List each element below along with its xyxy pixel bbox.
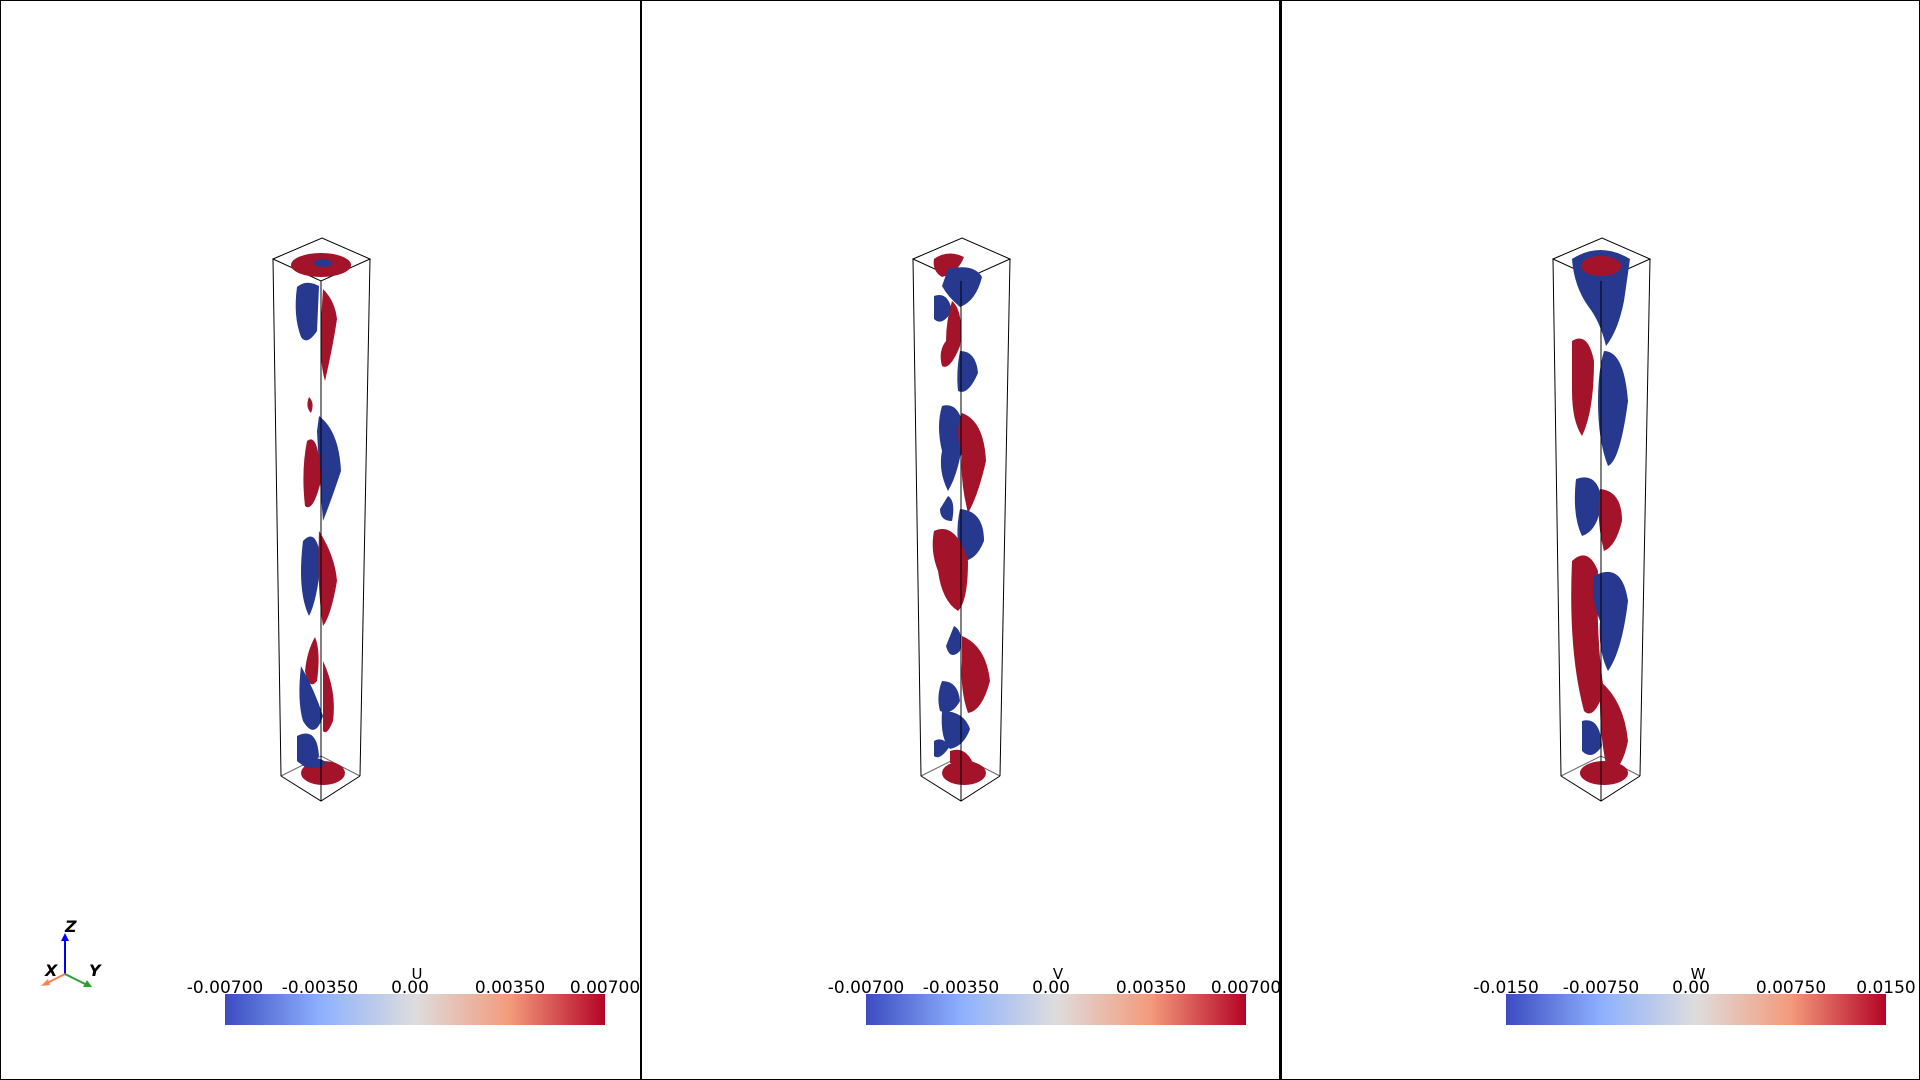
render-scene-v[interactable]: [642, 1, 1280, 1080]
colorbar-tick-v-4: 0.00700: [1210, 978, 1280, 998]
colorbar-tick-u-4: 0.00700: [569, 978, 641, 998]
colorbar-title-u: U: [411, 965, 423, 983]
axes-triad-icon: [41, 933, 92, 987]
colorbar-tick-u-2: 0.00: [391, 978, 429, 998]
colorbar-gradient-u: [225, 994, 605, 1025]
colorbar-w[interactable]: W -0.0150 -0.00750 0.00 0.00750 0.0150: [1473, 965, 1916, 1026]
colorbar-title-w: W: [1690, 965, 1706, 983]
colorbar-title-v: V: [1052, 965, 1064, 983]
colorbar-tick-w-1: -0.00750: [1562, 978, 1640, 998]
viewport-u[interactable]: Z X Y U -0.00700 -0.00350 0.00 0.00350 0…: [0, 0, 641, 1080]
colorbar-tick-u-0: -0.00700: [186, 978, 264, 998]
colorbar-tick-v-3: 0.00350: [1115, 978, 1187, 998]
axis-label-y: Y: [89, 961, 101, 980]
isosurfaces-u: [291, 253, 351, 785]
colorbar-tick-v-0: -0.00700: [827, 978, 905, 998]
colorbar-gradient-v: [866, 994, 1246, 1025]
colorbar-u[interactable]: U -0.00700 -0.00350 0.00 0.00350 0.00700: [187, 965, 640, 1026]
colorbar-tick-v-1: -0.00350: [922, 978, 1000, 998]
render-scene-w[interactable]: [1282, 1, 1920, 1080]
isosurfaces-w: [1571, 250, 1630, 785]
colorbar-tick-u-1: -0.00350: [281, 978, 359, 998]
viewport-v[interactable]: V -0.00700 -0.00350 0.00 0.00350 0.00700: [640, 0, 1280, 1080]
viewport-w[interactable]: W -0.0150 -0.00750 0.00 0.00750 0.0150: [1280, 0, 1920, 1080]
colorbar-gradient-w: [1506, 994, 1886, 1025]
colorbar-tick-u-3: 0.00350: [474, 978, 546, 998]
colorbar-tick-v-2: 0.00: [1032, 978, 1070, 998]
orientation-axes[interactable]: Z X Y: [35, 917, 115, 1001]
render-scene-u[interactable]: [1, 1, 641, 1080]
colorbar-tick-w-2: 0.00: [1672, 978, 1710, 998]
colorbar-tick-w-3: 0.00750: [1755, 978, 1827, 998]
bounding-box-v: [911, 237, 1012, 802]
axis-label-x: X: [45, 961, 58, 980]
isosurfaces-v: [932, 253, 990, 785]
colorbar-v[interactable]: V -0.00700 -0.00350 0.00 0.00350 0.00700: [828, 965, 1279, 1026]
axis-label-z: Z: [65, 917, 77, 936]
colorbar-tick-w-0: -0.0150: [1473, 978, 1539, 998]
colorbar-tick-w-4: 0.0150: [1856, 978, 1916, 998]
